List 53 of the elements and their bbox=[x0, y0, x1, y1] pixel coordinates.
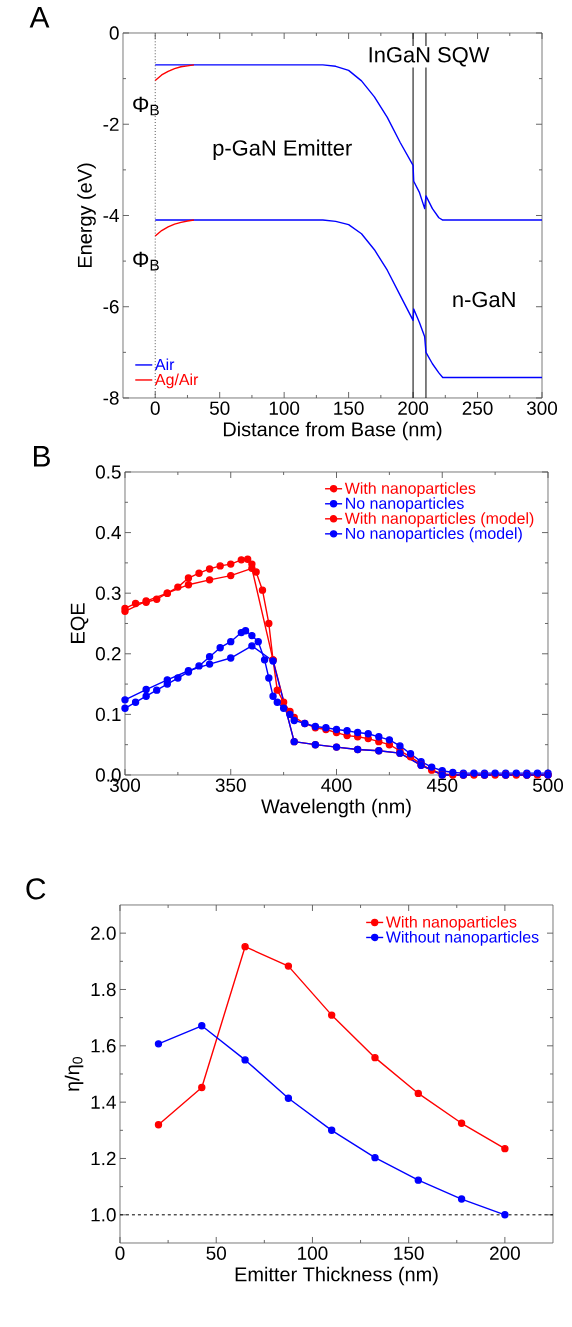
y-tick-label: 0.2 bbox=[95, 647, 121, 661]
x-tick-label: 200 bbox=[398, 401, 429, 415]
y-tick-label: 1.8 bbox=[91, 982, 116, 997]
y-tick-label: 0.1 bbox=[95, 707, 121, 722]
y-tick-label: -2 bbox=[103, 117, 119, 131]
y-tick-label: 0.3 bbox=[95, 586, 121, 600]
legend-label: Without nanoparticles bbox=[385, 930, 539, 946]
x-tick-label: 0 bbox=[150, 401, 160, 415]
legend-label: With nanoparticles (model) bbox=[344, 512, 534, 528]
annotation: Φ$_{B}$ bbox=[133, 96, 159, 116]
y-tick-label: -6 bbox=[103, 300, 119, 314]
x-tick-label: 200 bbox=[490, 1246, 520, 1260]
x-tick-label: 250 bbox=[462, 401, 493, 415]
y-tick-label: 2.0 bbox=[91, 926, 116, 940]
x-tick-label: 150 bbox=[394, 1246, 424, 1260]
y-tick-label: 0 bbox=[109, 26, 119, 40]
x-tick-label: 50 bbox=[206, 1246, 226, 1260]
y-tick-label: 1.0 bbox=[91, 1208, 116, 1222]
x-tick-label: 50 bbox=[209, 401, 230, 415]
legend-label: No nanoparticles bbox=[346, 497, 464, 513]
y-tick-label: 0.5 bbox=[95, 465, 121, 479]
y-axis-title: Energy (eV) bbox=[77, 163, 96, 267]
chart-title: C bbox=[26, 878, 46, 900]
x-tick-label: 350 bbox=[215, 778, 246, 792]
chart-title: B bbox=[34, 445, 50, 467]
y-tick-label: -4 bbox=[103, 208, 119, 222]
x-tick-label: 300 bbox=[526, 401, 558, 415]
legend-label: No nanoparticles (model) bbox=[346, 527, 522, 543]
legend-label: With nanoparticles bbox=[344, 482, 476, 498]
y-tick-label: 1.2 bbox=[91, 1151, 116, 1166]
chart-title: A bbox=[29, 6, 50, 28]
y-tick-label: 1.6 bbox=[91, 1039, 116, 1053]
y-axis-title: EQE bbox=[70, 603, 89, 643]
annotation: n-GaN bbox=[453, 291, 515, 308]
x-tick-label: 150 bbox=[334, 401, 364, 415]
legend-label: Air bbox=[155, 358, 175, 370]
x-axis-title: Distance from Base (nm) bbox=[223, 421, 442, 441]
x-tick-label: 100 bbox=[298, 1246, 328, 1260]
x-tick-label: 100 bbox=[269, 401, 300, 415]
y-axis-title: η/η$_{0}$ bbox=[64, 1057, 84, 1091]
x-tick-label: 400 bbox=[321, 778, 352, 792]
legend-label: Ag/Air bbox=[155, 373, 199, 389]
y-tick-label: 1.4 bbox=[91, 1095, 116, 1109]
x-axis-title: Emitter Thickness (nm) bbox=[235, 1266, 438, 1286]
x-axis-title: Wavelength (nm) bbox=[261, 798, 411, 818]
y-tick-label: -8 bbox=[103, 391, 119, 405]
annotation: InGaN SQW bbox=[369, 46, 490, 67]
x-tick-label: 500 bbox=[532, 778, 564, 792]
annotation: Φ$_{B}$ bbox=[133, 251, 159, 271]
x-tick-label: 450 bbox=[426, 778, 458, 792]
y-tick-label: 0.4 bbox=[95, 525, 121, 540]
legend-label: With nanoparticles bbox=[385, 915, 517, 931]
annotation: p-GaN Emitter bbox=[213, 139, 352, 160]
